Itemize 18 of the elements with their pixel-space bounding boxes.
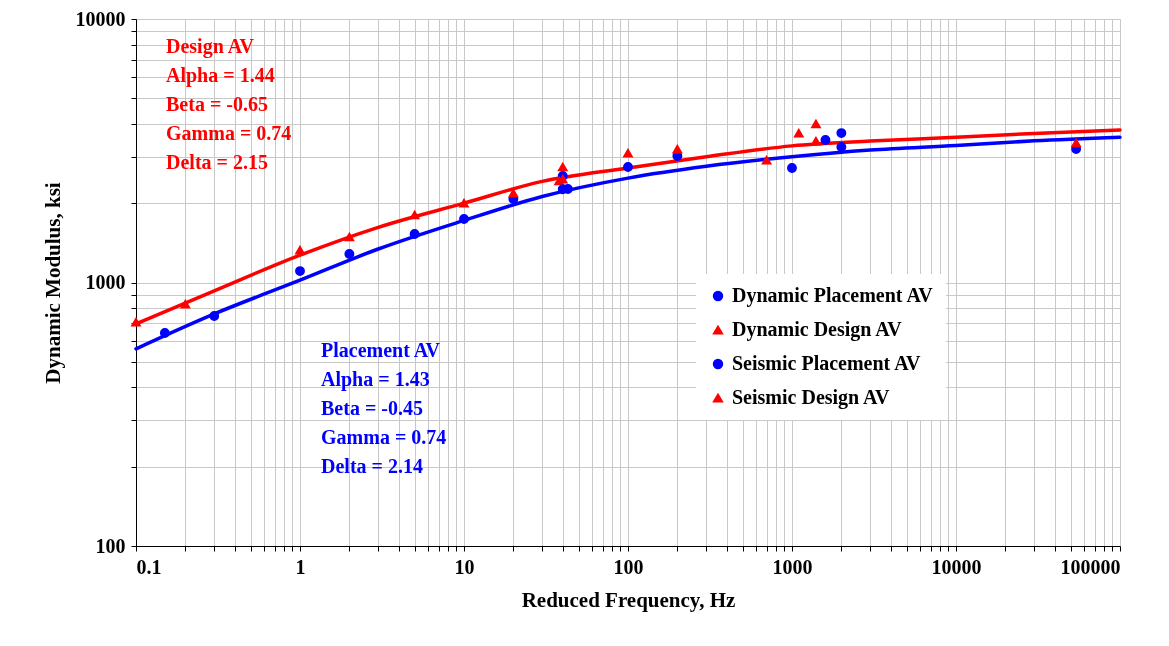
x-tick-label: 100000 xyxy=(1060,555,1121,578)
y-axis-title: Dynamic Modulus, ksi xyxy=(40,182,65,384)
x-tick-label: 100 xyxy=(613,555,644,578)
x-tick-label: 10 xyxy=(454,555,475,578)
legend-label: Dynamic Design AV xyxy=(732,318,903,341)
x-tick-label: 1 xyxy=(295,555,306,578)
x-tick-label: 1000 xyxy=(772,555,813,578)
legend-label: Seismic Design AV xyxy=(732,386,890,409)
legend-label: Dynamic Placement AV xyxy=(732,284,934,307)
x-tick-label: 10000 xyxy=(931,555,982,578)
y-tick-label: 1000 xyxy=(85,271,126,293)
x-axis-title: Reduced Frequency, Hz xyxy=(521,587,736,612)
annotation: Design AV Alpha = 1.44 Beta = -0.65 Gamma = 0.74 Delta = 2.15 xyxy=(166,35,292,173)
annotation: Placement AV Alpha = 1.43 Beta = -0.45 Gamma = 0.74 Delta = 2.14 xyxy=(321,339,447,477)
y-tick-label: 100 xyxy=(95,534,126,557)
legend-label: Seismic Placement AV xyxy=(732,352,922,374)
y-tick-label: 10000 xyxy=(75,7,126,30)
x-tick-label: 0.1 xyxy=(136,555,162,578)
